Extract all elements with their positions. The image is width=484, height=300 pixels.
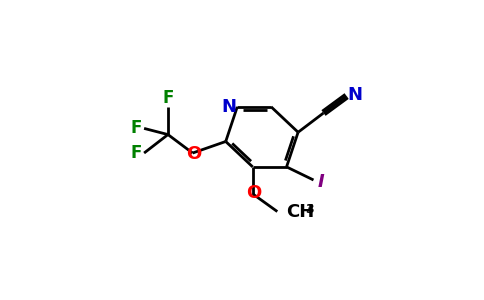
Text: F: F [131, 119, 142, 137]
Text: O: O [186, 145, 201, 163]
Text: CH: CH [287, 202, 315, 220]
Text: F: F [131, 144, 142, 162]
Text: F: F [162, 88, 174, 106]
Text: N: N [221, 98, 236, 116]
Text: 3: 3 [305, 203, 314, 216]
Text: O: O [246, 184, 261, 202]
Text: N: N [348, 85, 363, 103]
Text: I: I [318, 173, 325, 191]
